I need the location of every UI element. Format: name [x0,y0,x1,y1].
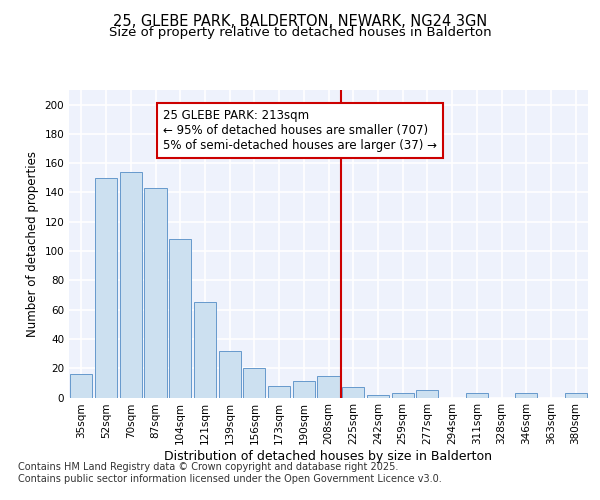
Bar [416,390,439,398]
Y-axis label: Number of detached properties: Number of detached properties [26,151,39,337]
Bar [392,393,414,398]
Bar [169,240,191,398]
Bar [194,302,216,398]
Bar [367,394,389,398]
X-axis label: Distribution of detached houses by size in Balderton: Distribution of detached houses by size … [164,450,493,463]
Bar [466,393,488,398]
Bar [293,382,315,398]
Text: 25, GLEBE PARK, BALDERTON, NEWARK, NG24 3GN: 25, GLEBE PARK, BALDERTON, NEWARK, NG24 … [113,14,487,28]
Bar [70,374,92,398]
Bar [342,387,364,398]
Text: Contains HM Land Registry data © Crown copyright and database right 2025.
Contai: Contains HM Land Registry data © Crown c… [18,462,442,484]
Bar [317,376,340,398]
Bar [565,393,587,398]
Bar [145,188,167,398]
Bar [95,178,117,398]
Bar [218,350,241,398]
Text: Size of property relative to detached houses in Balderton: Size of property relative to detached ho… [109,26,491,39]
Bar [119,172,142,398]
Bar [515,393,538,398]
Bar [268,386,290,398]
Bar [243,368,265,398]
Text: 25 GLEBE PARK: 213sqm
← 95% of detached houses are smaller (707)
5% of semi-deta: 25 GLEBE PARK: 213sqm ← 95% of detached … [163,109,437,152]
